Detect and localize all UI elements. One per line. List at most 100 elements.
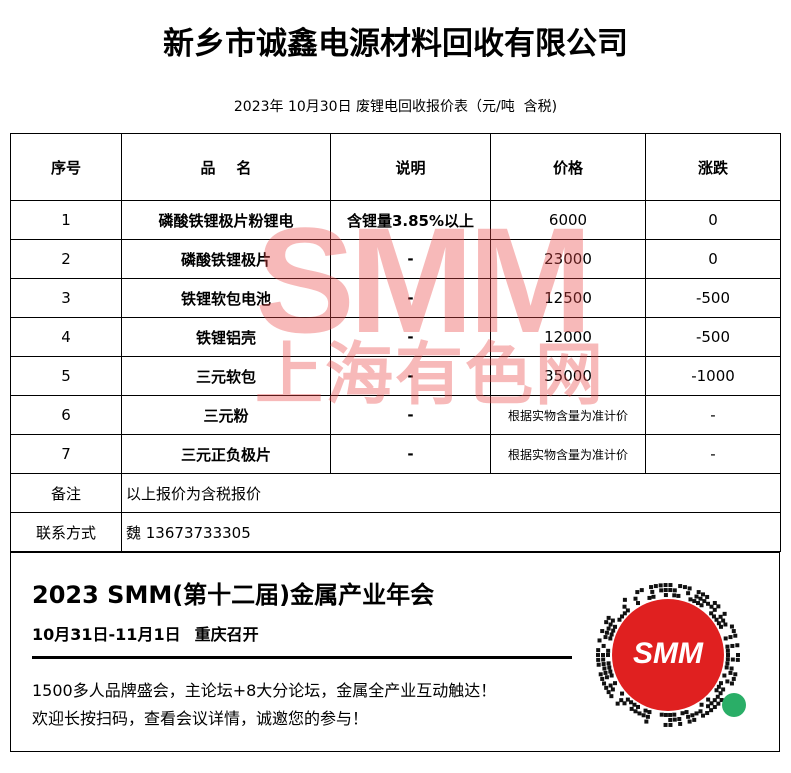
qr-dot (645, 714, 650, 719)
qr-dot (613, 624, 618, 629)
qr-dot (706, 704, 711, 709)
cell: - (645, 434, 781, 474)
qr-dot (641, 713, 646, 718)
qr-dot (650, 589, 655, 594)
cell: 12000 (490, 317, 646, 357)
qr-dot (726, 653, 730, 657)
cell-text: -500 (695, 328, 731, 346)
qr-dot (729, 681, 734, 686)
cell: 含锂量3.85%以上 (330, 200, 491, 240)
cell-text: - (710, 445, 716, 463)
cell-text: 2 (61, 250, 71, 268)
cell-text: 磷酸铁锂极片粉锂电 (158, 211, 294, 230)
cell: - (330, 239, 491, 279)
qr-dot (596, 653, 600, 657)
cell-text: 三元软包 (195, 367, 256, 386)
qr-dot (649, 585, 654, 590)
cell: 0 (645, 200, 781, 240)
qr-dot (668, 717, 673, 722)
cell-text: 6000 (548, 211, 588, 229)
cell: 根据实物含量为准计价 (490, 395, 646, 435)
place: 重庆召开 (194, 625, 259, 644)
qr-dot (604, 630, 609, 635)
qr-dot (613, 681, 618, 686)
qr-dot (619, 698, 624, 703)
cell: 7 (10, 434, 122, 474)
qr-dot (600, 629, 605, 634)
qr-dot (610, 618, 615, 623)
qr-dot (712, 698, 717, 703)
qr-dot (622, 611, 627, 616)
qr-dot (701, 592, 705, 597)
qr-dot (686, 591, 691, 596)
banner-title: 2023 SMM(第十二届)金属产业年会 (32, 581, 435, 609)
qr-dot (712, 705, 717, 710)
cell: 3 (10, 278, 122, 318)
qr-dot (603, 635, 608, 640)
qr-dot (610, 687, 615, 692)
qr-dot (706, 601, 711, 606)
qr-dot (663, 588, 668, 593)
cell: 铁锂软包电池 (121, 278, 331, 318)
qr-dot (728, 635, 733, 640)
qr-dot (668, 588, 673, 593)
qr-dot (663, 583, 668, 588)
cell: - (330, 278, 491, 318)
qr-dot (678, 721, 683, 726)
qr-dot (728, 670, 733, 675)
qr-dot (725, 657, 730, 662)
cell-text: - (710, 406, 716, 424)
cell-text: 4 (61, 328, 71, 346)
qr-dot (733, 633, 738, 638)
qr-dot (598, 672, 603, 677)
qr-dot (663, 593, 668, 598)
banner: 2023 SMM(第十二届)金属产业年会 10月31日-11月1日 重庆召开 15… (10, 552, 780, 752)
cell-text: 品 名 (200, 158, 252, 177)
qr-dot (659, 588, 664, 593)
qr-dot (696, 601, 700, 606)
qr-code[interactable]: SMM (596, 571, 746, 741)
qr-dot (606, 615, 611, 620)
qr-dot (709, 604, 714, 609)
qr-dot (608, 683, 613, 688)
qr-dot (706, 697, 711, 702)
cell-text: 铁锂软包电池 (180, 289, 271, 308)
qr-dot (687, 719, 692, 724)
qr-dot (644, 719, 649, 724)
cell-text: 三元粉 (203, 406, 249, 425)
qr-dot (725, 661, 730, 666)
cell: 6000 (490, 200, 646, 240)
qr-dot (699, 603, 704, 608)
qr-dot (686, 714, 691, 719)
qr-dot (615, 701, 620, 706)
qr-dot (606, 661, 611, 666)
qr-dot (602, 681, 607, 686)
cell-text: 12500 (544, 289, 592, 307)
qr-dot (622, 604, 627, 609)
qr-dot (604, 620, 609, 625)
qr-dot (608, 622, 613, 627)
qr-dot (719, 697, 724, 702)
cell-text: 联系方式 (35, 523, 96, 542)
cell-text: 序号 (50, 158, 81, 177)
qr-dot (705, 594, 710, 599)
qr-dot (729, 666, 734, 671)
cell-text: - (407, 367, 414, 385)
cell-text: 23000 (544, 250, 592, 268)
cell-text: 35000 (544, 367, 592, 385)
qr-dot (718, 614, 723, 619)
cell: 5 (10, 356, 122, 396)
cell: 磷酸铁锂极片粉锂电 (121, 200, 331, 240)
cell: 6 (10, 395, 122, 435)
qr-dot (721, 618, 726, 623)
qr-dot (600, 676, 605, 681)
qr-dot (701, 713, 705, 718)
qr-dot (672, 588, 677, 593)
qr-dot (676, 593, 681, 598)
header-cell: 价格 (490, 133, 646, 201)
qr-dot (698, 596, 703, 601)
qr-dot (633, 596, 638, 601)
qr-dot (672, 712, 677, 717)
qr-dot (637, 711, 642, 716)
